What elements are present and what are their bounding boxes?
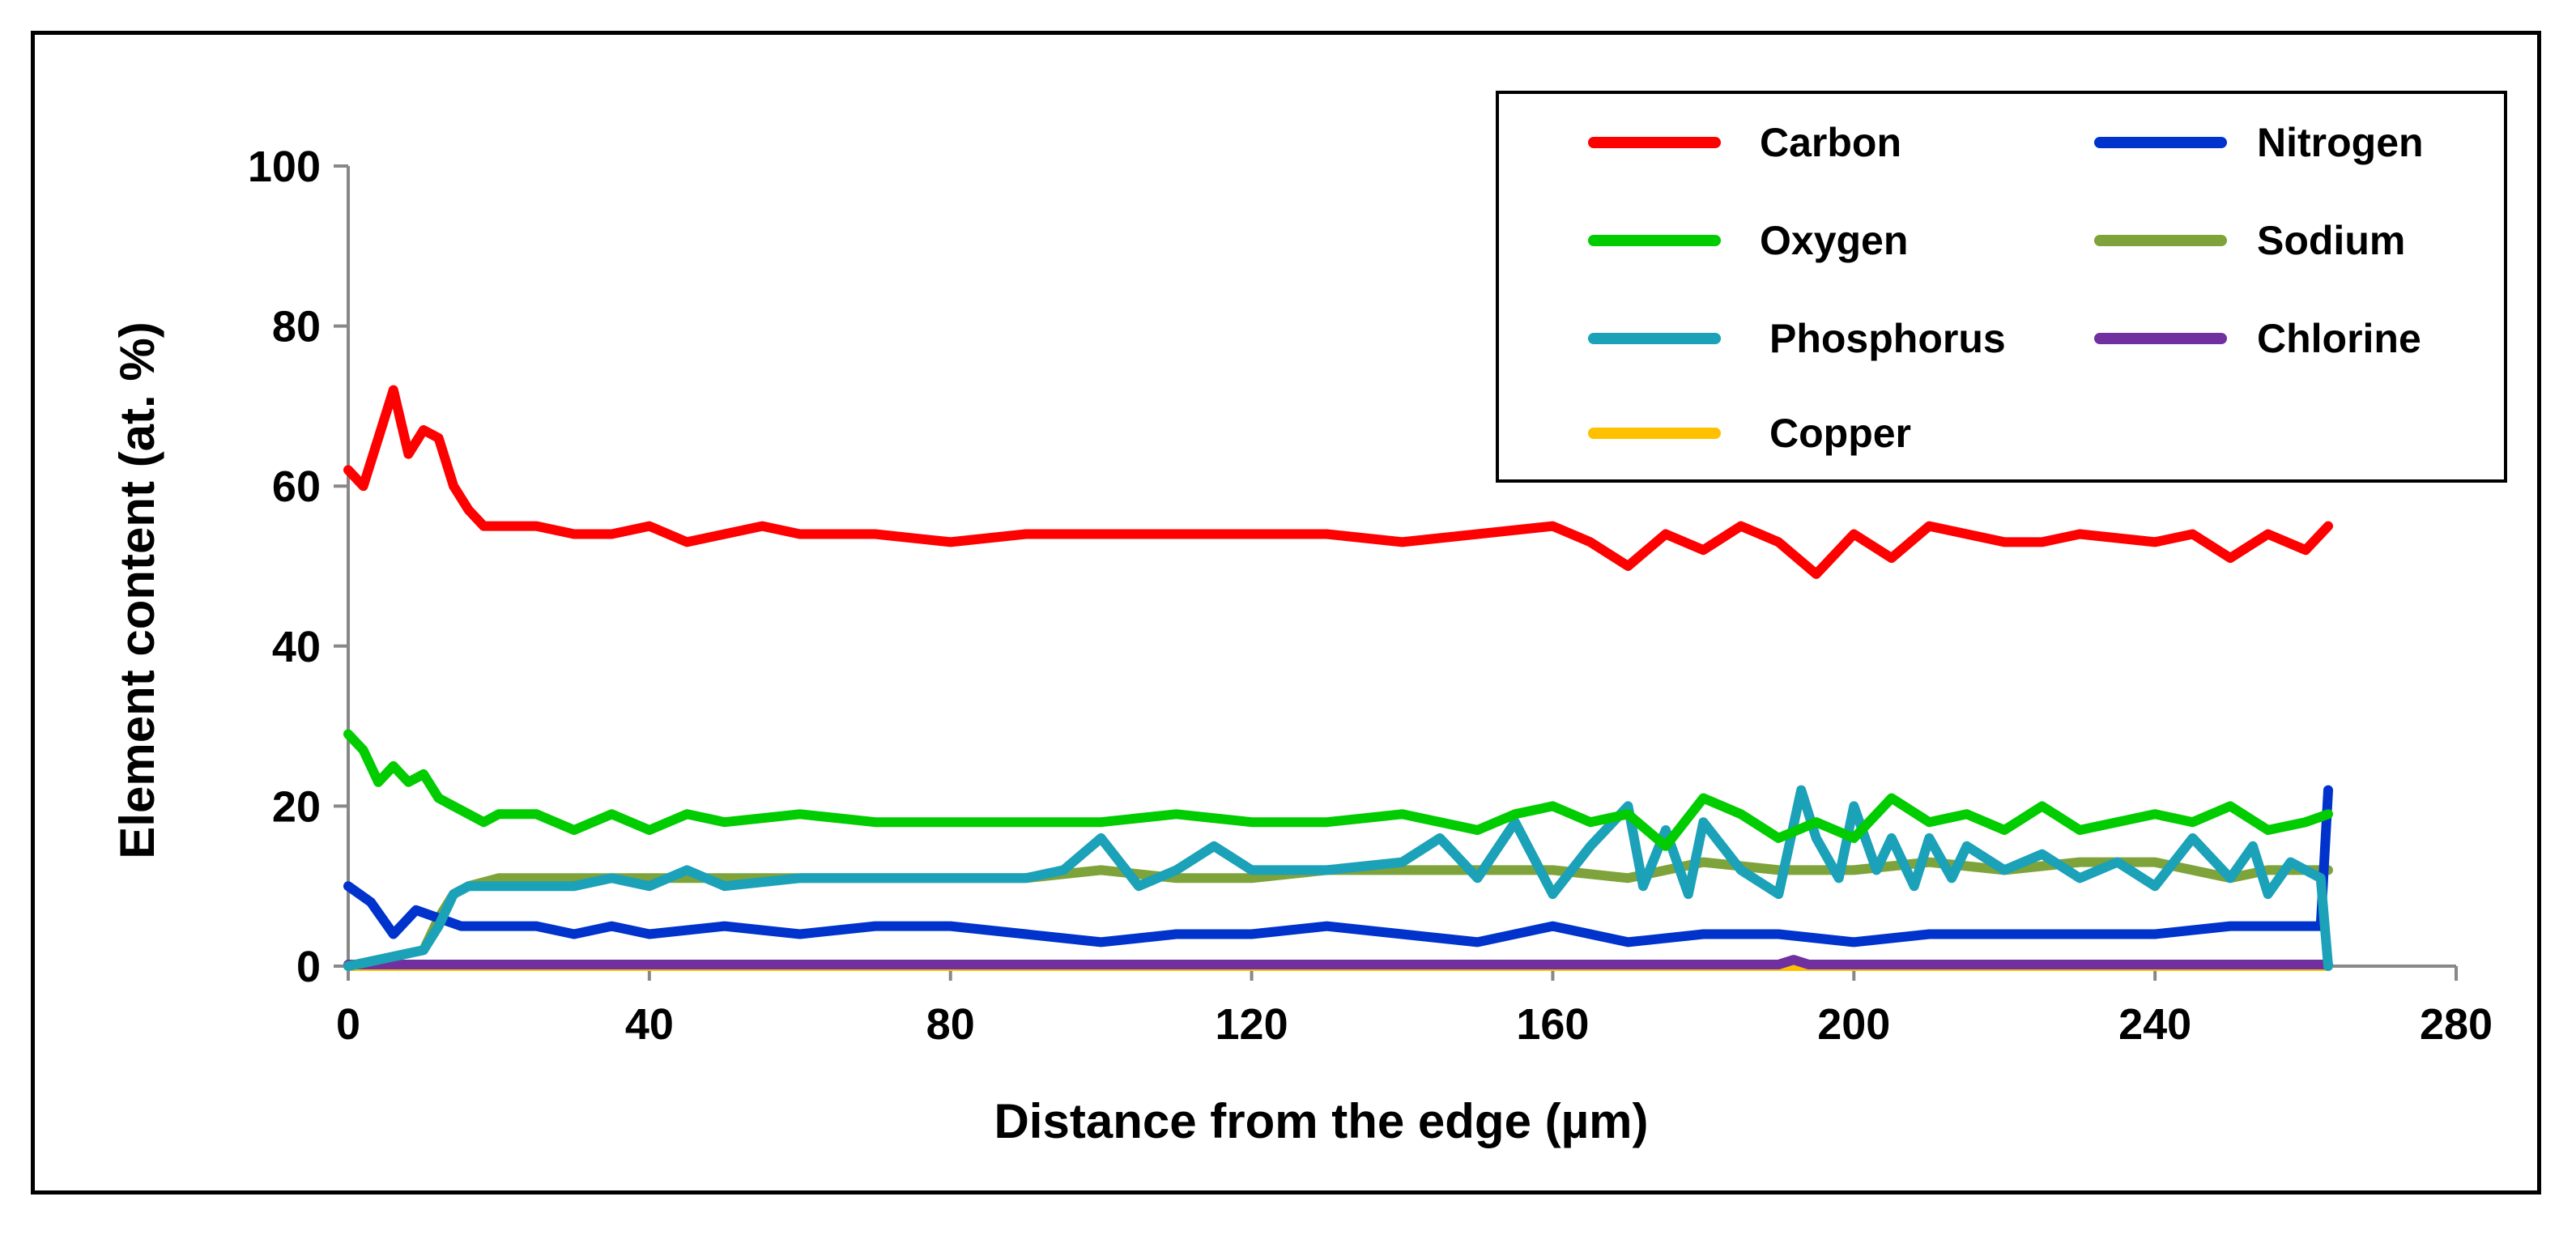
legend-label-phosphorus: Phosphorus (1769, 316, 2006, 361)
x-tick-label: 80 (926, 1000, 975, 1049)
x-axis-title: Distance from the edge (µm) (994, 1094, 1648, 1148)
legend-label-copper: Copper (1769, 411, 1911, 456)
series-line-nitrogen (343, 785, 2333, 948)
y-tick-label: 0 (296, 943, 321, 991)
legend-label-chlorine: Chlorine (2257, 316, 2421, 361)
y-tick-label: 80 (272, 303, 321, 351)
x-tick-label: 160 (1516, 1000, 1589, 1049)
x-tick-label: 40 (625, 1000, 674, 1049)
series-line-carbon (343, 385, 2333, 579)
y-axis-title: Element content (at. %) (110, 322, 164, 858)
series-line-oxygen (343, 729, 2333, 851)
legend-label-oxygen: Oxygen (1760, 218, 1908, 263)
series-line-phosphorus (343, 785, 2333, 971)
series-group (343, 385, 2333, 971)
legend-label-nitrogen: Nitrogen (2257, 120, 2424, 165)
y-tick-label: 60 (272, 462, 321, 511)
legend: Carbon Nitrogen Oxygen Sodium Phosphorus… (1496, 91, 2507, 483)
series-line-chlorine (343, 955, 2333, 969)
x-tick-label: 240 (2118, 1000, 2191, 1049)
y-tick-label: 100 (248, 143, 321, 191)
series-line-sodium (343, 857, 2333, 971)
legend-box (1496, 91, 2507, 483)
x-tick-label: 0 (336, 1000, 360, 1049)
x-tick-label: 120 (1216, 1000, 1288, 1049)
legend-label-sodium: Sodium (2257, 218, 2405, 263)
x-tick-label: 280 (2420, 1000, 2493, 1049)
ticks: 0 20 40 60 80 100 0 40 80 120 160 200 240 280 (248, 143, 2493, 1049)
y-tick-label: 40 (272, 623, 321, 671)
x-tick-label: 200 (1817, 1000, 1890, 1049)
y-tick-label: 20 (272, 782, 321, 831)
legend-label-carbon: Carbon (1760, 120, 1901, 165)
